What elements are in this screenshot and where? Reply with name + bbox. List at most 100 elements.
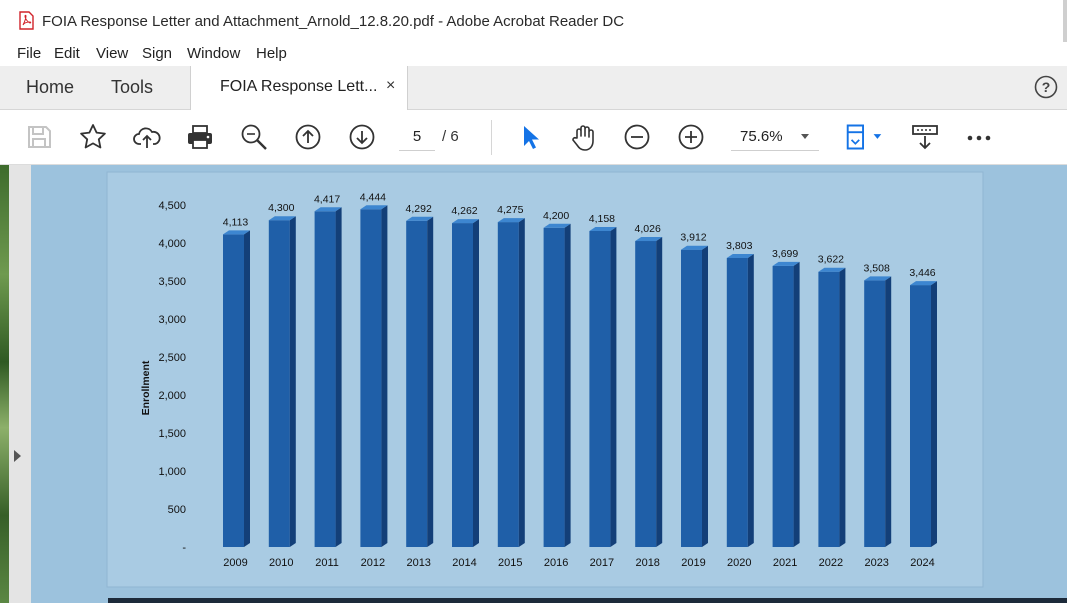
hand-icon — [572, 125, 594, 151]
y-tick-label: 2,500 — [158, 352, 186, 364]
select-cursor-icon — [524, 126, 539, 149]
tab-document[interactable]: FOIA Response Lett... × — [190, 66, 408, 110]
help-symbol: ? — [1042, 79, 1051, 95]
tab-tools[interactable]: Tools — [111, 77, 154, 97]
bar-top — [726, 253, 754, 258]
bar-side — [427, 216, 434, 548]
save-button[interactable] — [23, 121, 55, 153]
y-tick-label: 1,000 — [158, 466, 186, 478]
select-tool-button[interactable] — [514, 121, 546, 153]
bar-side — [747, 253, 754, 548]
bar-side — [335, 207, 342, 548]
bar-top — [589, 226, 617, 231]
bar-value-label: 3,699 — [772, 248, 798, 260]
y-tick-label: 3,500 — [158, 276, 186, 288]
bar — [635, 241, 657, 548]
x-tick-label: 2021 — [773, 557, 797, 569]
bar — [268, 220, 290, 547]
menu-edit[interactable]: Edit — [54, 45, 80, 62]
bar — [497, 222, 519, 547]
bar — [681, 249, 702, 548]
print-icon — [188, 125, 212, 149]
menu-window[interactable]: Window — [187, 45, 241, 62]
bar — [360, 209, 382, 548]
bar-top — [406, 216, 434, 221]
menu-view[interactable]: View — [96, 45, 129, 62]
tab-bar: Home Tools FOIA Response Lett... × — [0, 66, 1067, 110]
bar-value-label: 4,158 — [589, 213, 615, 225]
bar-side — [793, 261, 800, 547]
page-number-input[interactable]: 5 — [399, 124, 435, 151]
bar-value-label: 4,113 — [223, 216, 249, 228]
bar-top — [681, 245, 708, 250]
zoom-value: 75.6% — [740, 128, 783, 145]
fit-page-icon — [846, 124, 882, 150]
bar-value-label: 4,292 — [406, 203, 432, 215]
bookmark-button[interactable] — [77, 121, 109, 153]
zoom-in-icon — [678, 124, 704, 150]
next-page-button[interactable] — [346, 121, 378, 153]
page-count: / 6 — [442, 128, 459, 145]
menu-sign[interactable]: Sign — [142, 45, 173, 62]
bar-value-label: 3,912 — [680, 232, 706, 244]
menu-file[interactable]: File — [17, 45, 42, 62]
x-tick-label: 2017 — [590, 557, 614, 569]
more-icon — [967, 135, 991, 141]
bar-side — [473, 219, 479, 547]
tab-home[interactable]: Home — [26, 77, 75, 97]
star-icon — [80, 124, 106, 149]
page-bottom-edge — [108, 598, 1067, 603]
bar-side — [518, 218, 525, 547]
tab-document-label: FOIA Response Lett... — [220, 78, 378, 95]
window-title: FOIA Response Letter and Attachment_Arno… — [42, 13, 625, 30]
print-button[interactable] — [184, 121, 216, 153]
bar — [543, 227, 565, 548]
zoom-out-button[interactable] — [621, 121, 653, 153]
help-icon[interactable]: ? — [1034, 75, 1058, 99]
bar — [589, 230, 611, 547]
bar-top — [910, 281, 937, 286]
bar-side — [610, 226, 617, 547]
bar — [726, 257, 748, 547]
title-bar: FOIA Response Letter and Attachment_Arno… — [0, 0, 1067, 42]
x-tick-label: 2018 — [635, 557, 659, 569]
page-up-icon — [295, 124, 321, 150]
bar — [452, 223, 473, 547]
x-tick-label: 2012 — [361, 557, 385, 569]
find-button[interactable] — [238, 121, 270, 153]
comment-button[interactable] — [909, 121, 941, 153]
y-tick-label: 500 — [168, 504, 186, 516]
bar-side — [564, 223, 571, 548]
bar-top — [635, 237, 663, 242]
y-tick-label: 4,000 — [158, 238, 186, 250]
toolbar-divider — [491, 120, 492, 155]
bar-top — [497, 218, 525, 223]
zoom-search-icon — [241, 124, 267, 150]
x-tick-label: 2024 — [910, 557, 934, 569]
x-tick-label: 2019 — [681, 557, 705, 569]
zoom-select[interactable]: 75.6% — [731, 124, 819, 151]
bar-value-label: 4,200 — [543, 210, 569, 222]
x-tick-label: 2009 — [223, 557, 247, 569]
enrollment-chart: - 500 1,000 1,500 2,000 2,500 3,000 3,500 4,000 4… — [106, 171, 984, 588]
hand-tool-button[interactable] — [568, 121, 600, 153]
menu-help[interactable]: Help — [256, 45, 287, 62]
close-tab-icon[interactable]: × — [386, 77, 396, 94]
upload-button[interactable] — [131, 121, 163, 153]
y-tick-label: 4,500 — [158, 200, 186, 212]
y-tick-label: 2,000 — [158, 390, 186, 402]
zoom-out-icon — [624, 124, 650, 150]
bar-side — [289, 216, 296, 547]
page-down-icon — [349, 124, 375, 150]
previous-page-button[interactable] — [292, 121, 324, 153]
fit-page-button[interactable] — [840, 121, 888, 153]
bar-side — [931, 281, 937, 547]
bar-top — [543, 223, 571, 228]
expand-panel-icon[interactable] — [14, 450, 21, 462]
desktop-background — [0, 165, 9, 603]
zoom-in-button[interactable] — [675, 121, 707, 153]
bar-value-label: 4,262 — [451, 205, 477, 217]
x-tick-label: 2023 — [864, 557, 888, 569]
more-tools-button[interactable] — [963, 121, 995, 153]
bar — [772, 265, 794, 547]
